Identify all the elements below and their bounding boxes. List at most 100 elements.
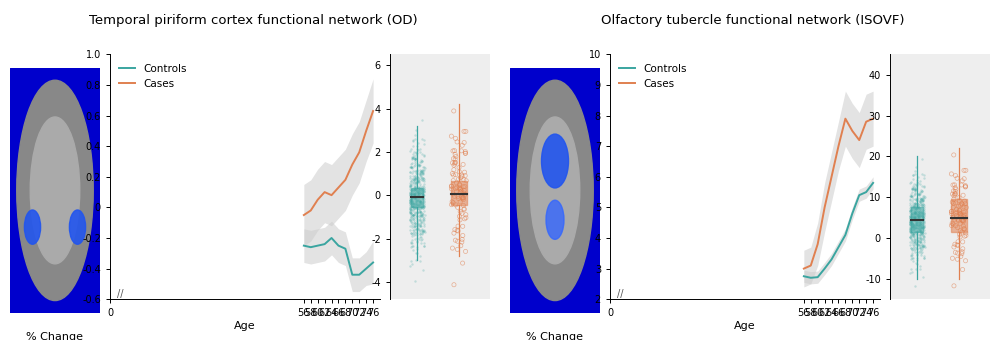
Point [908, 206, 924, 211]
Point [410, 162, 426, 167]
Point [403, 182, 419, 188]
Point [908, 182, 924, 187]
Point [407, 193, 423, 199]
Point [903, 227, 919, 232]
Point [913, 236, 929, 241]
Point [912, 198, 928, 203]
Point [409, 194, 425, 200]
Point [906, 203, 922, 209]
Point [412, 209, 428, 215]
Point [407, 205, 423, 210]
Point [446, 282, 462, 287]
Point [956, 226, 972, 232]
Point [414, 229, 430, 234]
Point [914, 231, 930, 236]
Point [957, 209, 973, 215]
Point [408, 250, 424, 255]
Point [944, 209, 960, 214]
Point [417, 212, 433, 218]
Point [905, 222, 921, 227]
Point [415, 168, 431, 173]
Point [405, 231, 421, 236]
Point [412, 170, 428, 176]
Bar [911, 207, 923, 232]
Point [912, 248, 928, 253]
Point [904, 221, 920, 226]
Point [445, 191, 461, 197]
Point [409, 185, 425, 190]
Bar [951, 199, 967, 232]
Point [906, 214, 922, 219]
Point [407, 186, 423, 191]
Point [911, 205, 927, 210]
Point [908, 221, 924, 227]
Point [911, 210, 927, 215]
Point [910, 203, 926, 208]
Point [403, 210, 419, 215]
Point [408, 189, 424, 195]
Point [912, 245, 928, 251]
Point [913, 239, 929, 245]
Point [411, 162, 427, 168]
Point [456, 140, 472, 145]
Point [412, 227, 428, 233]
Point [457, 173, 473, 178]
Point [405, 179, 421, 185]
Point [409, 201, 425, 206]
Point [409, 171, 425, 177]
Point [407, 195, 423, 201]
Text: % Change: % Change [526, 333, 584, 340]
Point [408, 204, 424, 209]
Point [902, 210, 918, 216]
Point [902, 215, 918, 220]
Point [409, 209, 425, 215]
Point [413, 157, 429, 163]
Point [403, 219, 419, 224]
Point [912, 228, 928, 233]
Point [903, 229, 919, 235]
Point [911, 204, 927, 209]
Point [454, 239, 470, 245]
Point [914, 209, 930, 215]
Point [416, 204, 432, 209]
Point [908, 219, 924, 224]
Point [404, 234, 420, 239]
Point [408, 181, 424, 186]
Point [914, 242, 930, 248]
Point [404, 220, 420, 226]
Point [954, 249, 970, 254]
Point [403, 206, 419, 211]
Point [457, 191, 473, 197]
Point [407, 201, 423, 207]
Point [403, 182, 419, 187]
Point [412, 231, 428, 237]
Point [909, 216, 925, 222]
Point [911, 191, 927, 197]
Point [403, 162, 419, 167]
Point [913, 210, 929, 216]
Point [407, 236, 423, 242]
Point [903, 267, 919, 272]
Point [946, 201, 962, 206]
Point [416, 167, 432, 172]
Point [945, 205, 961, 210]
Point [403, 207, 419, 213]
Point [902, 219, 918, 224]
Point [410, 162, 426, 168]
Point [913, 236, 929, 242]
Point [405, 201, 421, 206]
Point [903, 235, 919, 241]
Point [916, 213, 932, 218]
Point [906, 209, 922, 215]
Point [408, 226, 424, 232]
Point [911, 209, 927, 215]
Point [417, 230, 433, 235]
Point [409, 251, 425, 256]
Point [414, 158, 430, 164]
Point [947, 192, 963, 198]
Point [906, 202, 922, 207]
Point [915, 225, 931, 231]
Point [955, 239, 971, 244]
Point [951, 198, 967, 204]
Point [405, 204, 421, 209]
